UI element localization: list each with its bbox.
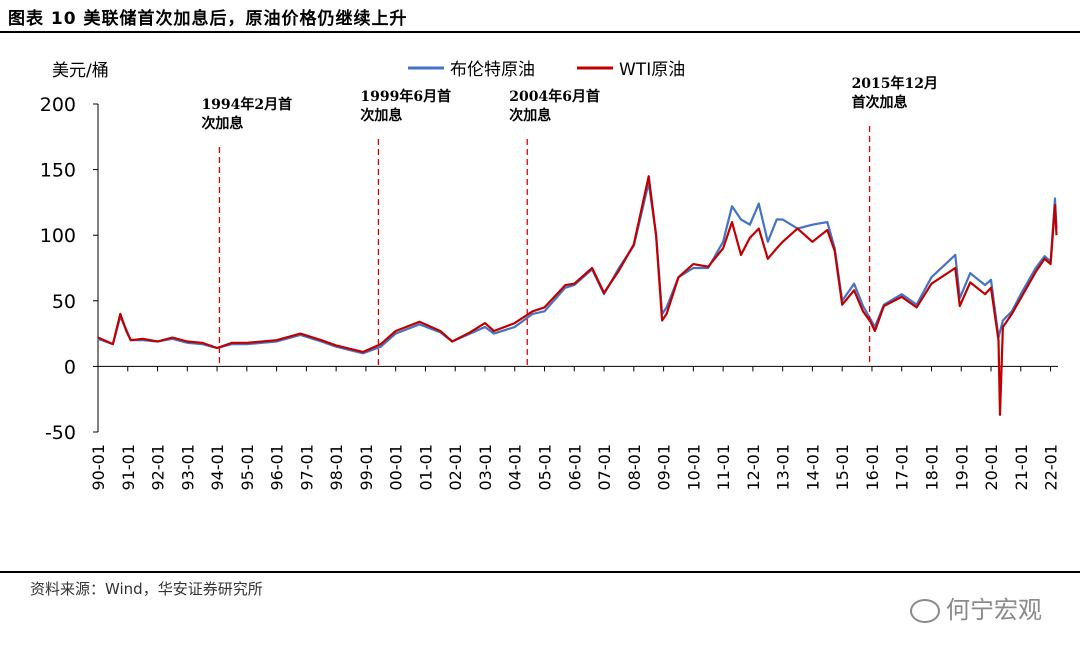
- y-tick-label: 100: [40, 225, 76, 247]
- hike-label-line2: 首次加息: [852, 94, 908, 111]
- x-tick-label: 91-01: [119, 444, 138, 491]
- hike-label-line2: 次加息: [201, 115, 243, 132]
- bottom-rule: [0, 571, 1080, 573]
- x-tick-label: 95-01: [238, 444, 257, 491]
- y-axis-label: 美元/桶: [52, 61, 109, 81]
- x-tick-label: 94-01: [208, 444, 227, 491]
- axes: -50 0 50 100 150 200 90-01 91-01 92-01 93-01 94-01…: [40, 94, 1061, 491]
- x-tick-label: 04-01: [506, 444, 525, 491]
- x-tick-label: 03-01: [476, 444, 495, 491]
- x-tick-label: 00-01: [387, 444, 406, 491]
- watermark: 何宁宏观: [910, 590, 1042, 625]
- x-tick-label: 07-01: [595, 444, 614, 491]
- x-tick-label: 10-01: [684, 444, 703, 491]
- source-note: 资料来源：Wind，华安证券研究所: [30, 580, 263, 598]
- x-tick-label: 20-01: [982, 444, 1001, 491]
- x-tick-label: 08-01: [625, 444, 644, 491]
- watermark-text: 何宁宏观: [946, 596, 1042, 624]
- x-tick-label: 99-01: [357, 444, 376, 491]
- x-tick-label: 12-01: [744, 444, 763, 491]
- legend-label-wti: WTI原油: [619, 60, 685, 80]
- x-tick-label: 90-01: [89, 444, 108, 491]
- x-tick-label: 98-01: [327, 444, 346, 491]
- x-tick-label: 13-01: [774, 444, 793, 491]
- oil-price-chart: 美元/桶 布伦特原油 WTI原油 -50 0 50 100 150 200 90-01 91-0…: [40, 60, 1061, 491]
- x-tick-label: 06-01: [565, 444, 584, 491]
- wechat-icon: [910, 599, 940, 623]
- hike-label-line1: 2015年12月: [852, 75, 938, 92]
- legend: 布伦特原油 WTI原油: [408, 60, 685, 80]
- annotation-layer: 1994年2月首次加息1999年6月首次加息2004年6月首次加息2015年12…: [201, 75, 938, 367]
- series-line-brent: [97, 181, 1058, 355]
- x-tick-label: 11-01: [714, 444, 733, 491]
- x-tick-label: 14-01: [803, 444, 822, 491]
- x-tick-label: 19-01: [952, 444, 971, 491]
- hike-label-line1: 1994年2月首: [201, 96, 292, 113]
- x-tick-label: 09-01: [655, 444, 674, 491]
- x-tick-label: 21-01: [1012, 444, 1031, 491]
- x-tick-label: 92-01: [149, 444, 168, 491]
- y-tick-label: 150: [40, 160, 76, 182]
- legend-label-brent: 布伦特原油: [450, 60, 535, 80]
- x-tick-label: 02-01: [446, 444, 465, 491]
- hike-label-line2: 次加息: [509, 107, 551, 124]
- hike-label-line1: 2004年6月首: [509, 88, 600, 105]
- top-rule: [0, 31, 1080, 33]
- x-tick-label: 93-01: [178, 444, 197, 491]
- hike-label-line1: 1999年6月首: [360, 88, 451, 105]
- x-tick-label: 22-01: [1042, 444, 1061, 491]
- x-tick-label: 17-01: [893, 444, 912, 491]
- hike-label-line2: 次加息: [360, 107, 402, 124]
- x-tick-label: 18-01: [922, 444, 941, 491]
- x-tick-label: 05-01: [536, 444, 555, 491]
- series-line-wti: [97, 175, 1058, 416]
- x-tick-label: 97-01: [297, 444, 316, 491]
- x-tick-label: 15-01: [833, 444, 852, 491]
- y-tick-label: 0: [64, 356, 76, 378]
- x-tick-label: 01-01: [416, 444, 435, 491]
- y-tick-label: -50: [45, 422, 76, 444]
- x-tick-label: 96-01: [268, 444, 287, 491]
- y-tick-label: 200: [40, 94, 76, 116]
- y-tick-label: 50: [52, 291, 76, 313]
- series-layer: [97, 175, 1058, 416]
- x-tick-label: 16-01: [863, 444, 882, 491]
- figure-title: 图表 10 美联储首次加息后，原油价格仍继续上升: [8, 9, 408, 29]
